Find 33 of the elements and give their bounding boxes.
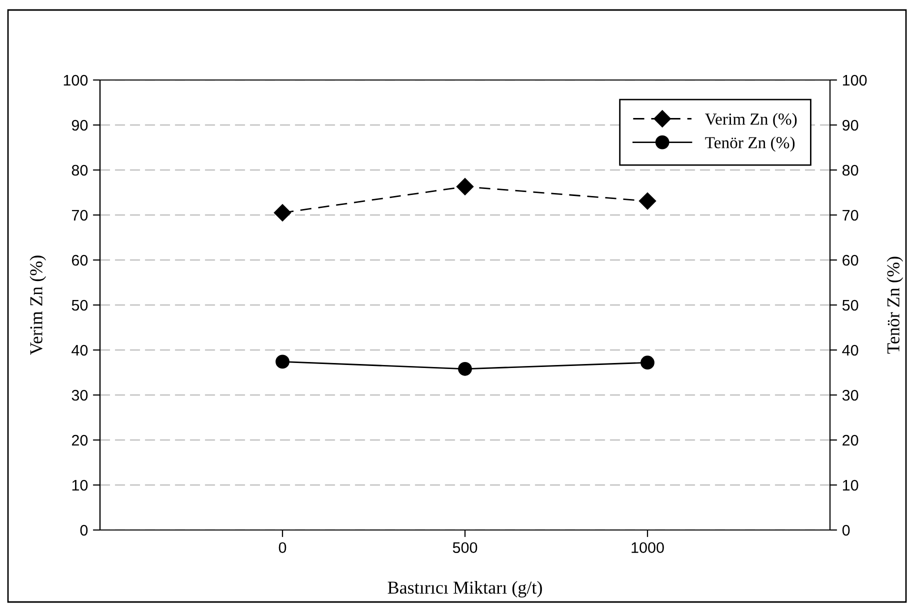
y2-tick-label: 40 [842,344,858,356]
y2-tick-label: 10 [842,480,858,491]
y2-tick-label: 100 [842,74,867,86]
y2-tick-label: 50 [842,300,858,311]
x-tick-label: 0 [278,542,286,554]
x-tick-label: 500 [452,542,478,554]
y-tick-label: 20 [72,434,88,446]
point [638,192,656,210]
y2-tick-label: 70 [842,210,858,221]
y-tick-label: 40 [72,344,88,356]
point [456,178,474,196]
x-axis-title: Bastırıcı Miktarı (g/t) [388,581,542,598]
y2-tick-label: 90 [842,120,858,131]
y2-tick-label: 30 [842,390,858,401]
legend-label: Tenör Zn (%) [705,136,795,152]
y-tick-label: 70 [72,210,88,221]
y-tick-label: 30 [72,390,88,401]
y2-tick-label: 60 [842,254,858,266]
y-axis-title: Verim Zn (%) [30,256,46,355]
y-tick-label: 50 [72,300,88,311]
y-tick-label: 80 [72,164,88,176]
y2-tick-label: 20 [842,434,858,446]
y-tick-label: 60 [72,254,88,266]
y2-tick-label: 0 [842,524,850,536]
y-tick-label: 100 [64,74,88,86]
y-tick-label: 90 [72,120,88,131]
y2-axis-title: Tenör Zn (%) [886,256,904,354]
legend-label: Verim Zn (%) [705,113,797,128]
x-tick-label: 1000 [632,542,664,554]
point [274,204,292,222]
y-tick-label: 10 [72,480,88,491]
y2-tick-label: 80 [842,164,858,176]
y-tick-label: 0 [80,524,88,536]
